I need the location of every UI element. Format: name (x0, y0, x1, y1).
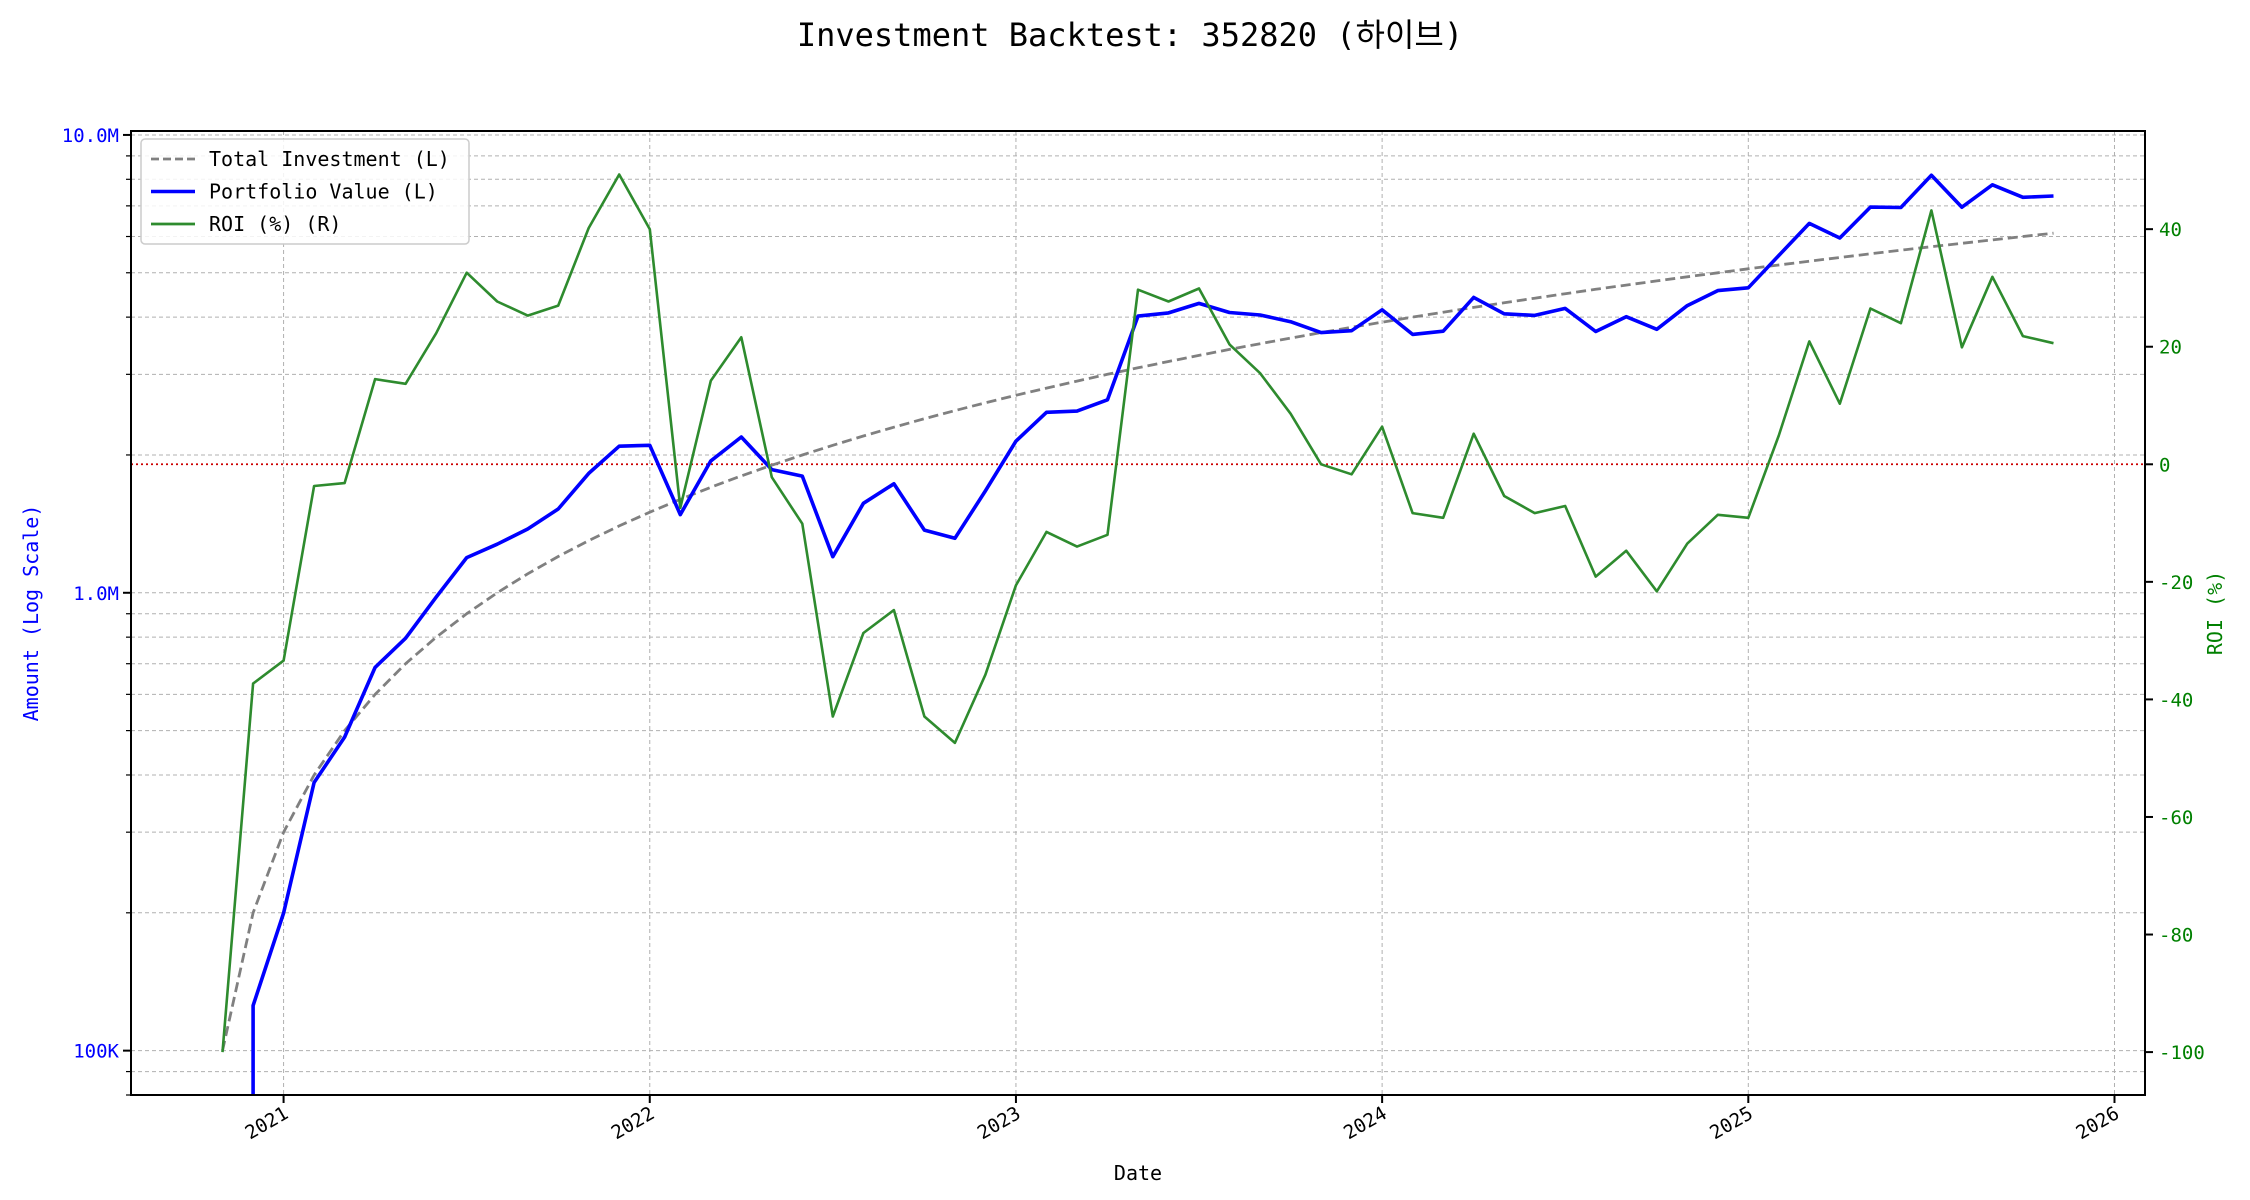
right-axis-label: ROI (%) (2203, 571, 2227, 655)
left-tick-label: 1.0M (73, 583, 119, 605)
total-investment-line (221, 231, 2054, 1051)
axes: 100K 1.0M 10.0M -100 -80 -60 -40 -20 0 20 40 2021 20… (62, 125, 2205, 1144)
portfolio-value-line (251, 173, 2054, 1095)
right-tick-label: 40 (2159, 219, 2182, 241)
right-tick-label: 20 (2159, 337, 2182, 359)
x-tick-label: 2024 (1340, 1102, 1391, 1144)
legend: Total Investment (L) Portfolio Value (L) R… (140, 138, 470, 245)
left-axis-label: Amount (Log Scale) (19, 505, 43, 722)
left-tick-label: 100K (73, 1041, 119, 1063)
series-layer (131, 173, 2145, 1095)
x-tick-label: 2023 (974, 1102, 1025, 1144)
right-tick-label: -40 (2159, 689, 2193, 711)
right-tick-label: -80 (2159, 925, 2193, 947)
legend-label: Total Investment (L) (209, 147, 450, 171)
chart-title: Investment Backtest: 352820 (하이브) (797, 16, 1463, 54)
legend-box (140, 138, 470, 245)
right-tick-label: -100 (2159, 1042, 2205, 1064)
roi-line (221, 173, 2054, 1053)
x-tick-label: 2021 (241, 1102, 292, 1144)
grid (131, 131, 2145, 1096)
legend-label: Portfolio Value (L) (209, 180, 438, 204)
x-axis-label: Date (1114, 1161, 1162, 1185)
right-tick-label: -60 (2159, 807, 2193, 829)
x-tick-label: 2022 (608, 1102, 659, 1144)
legend-label: ROI (%) (R) (209, 212, 341, 236)
plot-frame (130, 130, 2146, 1096)
x-tick-label: 2025 (1706, 1102, 1757, 1144)
x-tick-label: 2026 (2072, 1102, 2123, 1144)
right-tick-label: 0 (2159, 454, 2170, 476)
right-tick-label: -20 (2159, 572, 2193, 594)
left-tick-label: 10.0M (62, 125, 119, 147)
